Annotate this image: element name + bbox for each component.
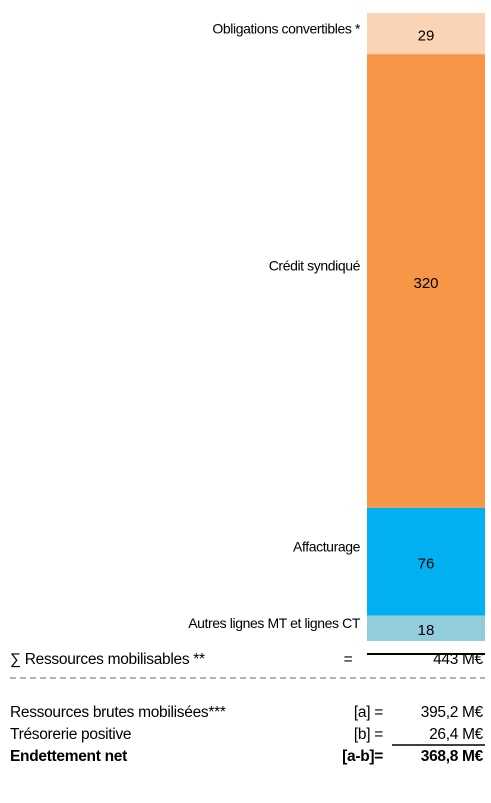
segment-value: 18 xyxy=(418,622,435,639)
row-op: [a] = xyxy=(354,704,383,721)
row-value: 26,4 M€ xyxy=(429,726,484,743)
segment-label: Obligations convertibles * xyxy=(212,20,361,36)
total-value: 443 M€ xyxy=(433,651,484,668)
row-value: 368,8 M€ xyxy=(421,748,484,765)
row-op: [a-b]= xyxy=(342,748,383,765)
bar-segment xyxy=(367,13,485,55)
segment-label: Affacturage xyxy=(293,538,361,554)
bar-segment xyxy=(367,54,485,508)
row-label: Trésorerie positive xyxy=(10,726,131,743)
row-op: [b] = xyxy=(354,726,383,743)
row-label: Endettement net xyxy=(10,748,127,765)
bar-segment xyxy=(367,507,485,616)
segment-label: Autres lignes MT et lignes CT xyxy=(188,615,361,631)
segment-label: Crédit syndiqué xyxy=(269,258,361,274)
row-label: Ressources brutes mobilisées*** xyxy=(10,704,226,721)
segment-value: 320 xyxy=(413,275,438,292)
segment-value: 29 xyxy=(418,28,435,45)
segment-value: 76 xyxy=(418,556,435,573)
bar-segment xyxy=(367,615,485,641)
row-value: 395,2 M€ xyxy=(421,704,484,721)
total-op: = xyxy=(344,651,353,668)
total-label: ∑ Ressources mobilisables ** xyxy=(10,651,205,668)
